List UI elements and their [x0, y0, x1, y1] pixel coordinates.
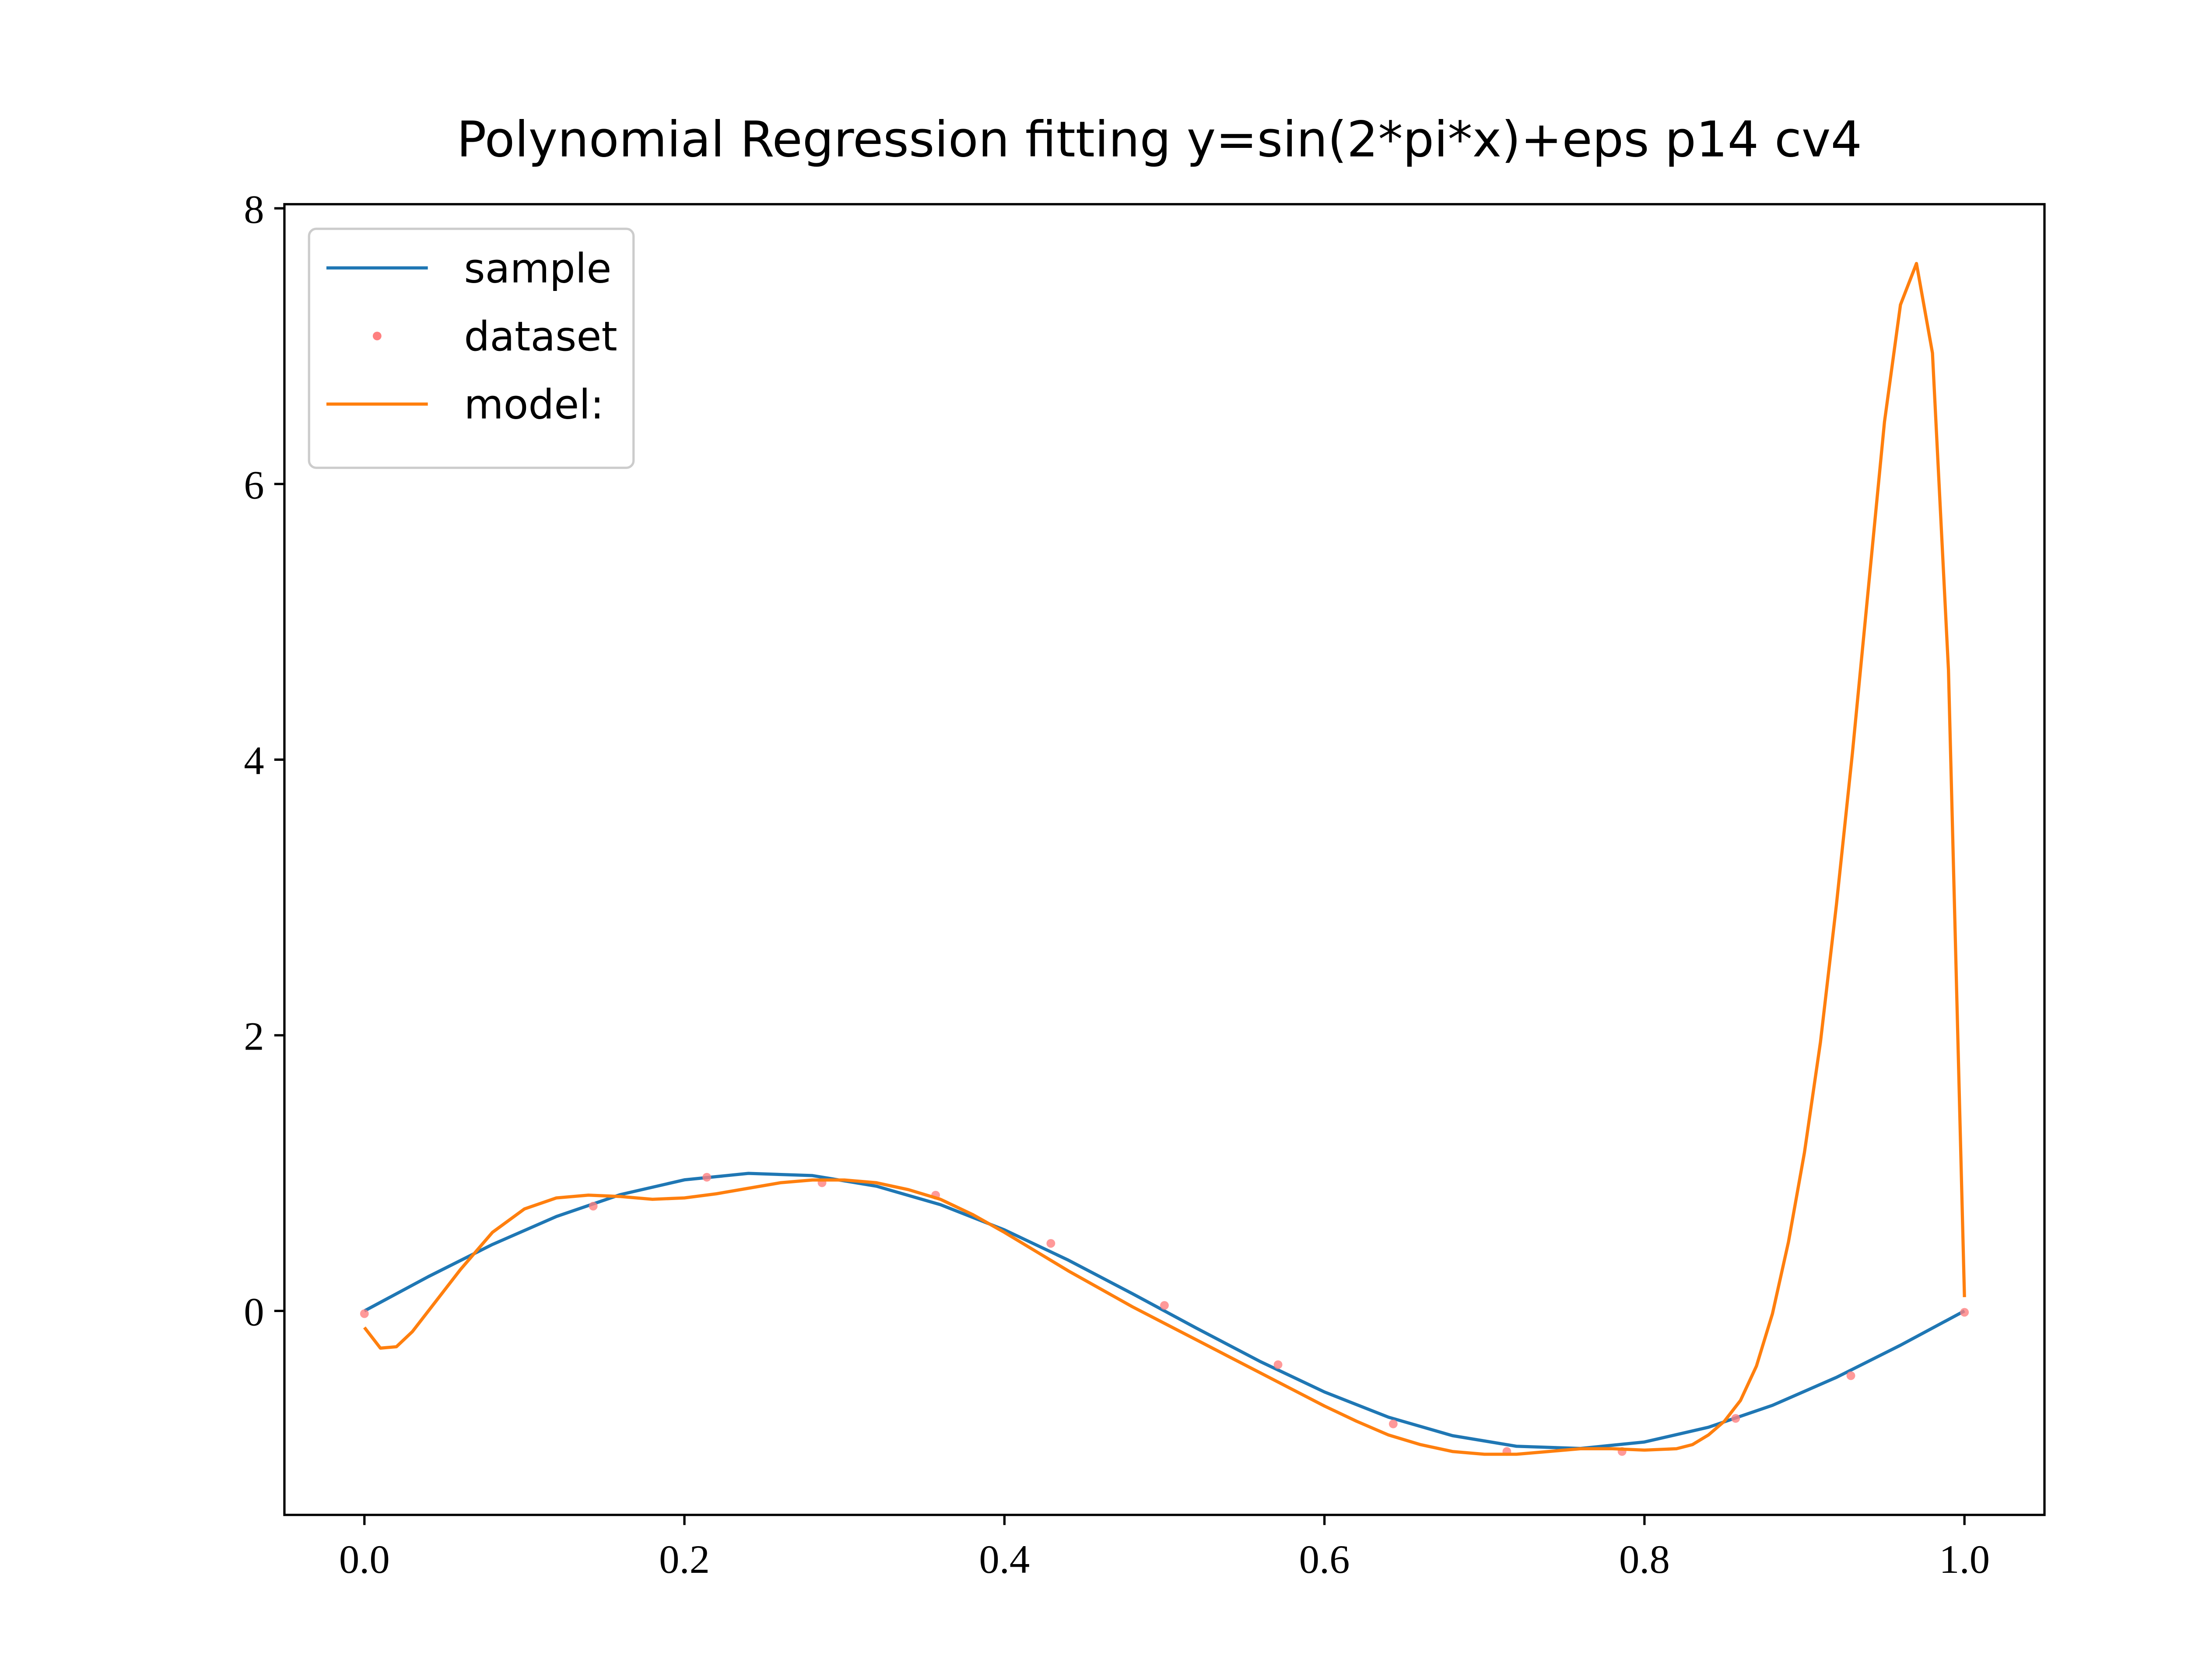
y-tick-label: 0 [244, 1289, 264, 1334]
chart-title: Polynomial Regression fitting y=sin(2*pi… [457, 111, 1862, 168]
y-tick-label: 2 [244, 1014, 264, 1059]
plot-frame [283, 203, 2046, 1516]
data-point [1160, 1301, 1169, 1310]
x-tick-label: 0.0 [339, 1537, 390, 1582]
data-point [702, 1172, 712, 1182]
data-point [1846, 1371, 1855, 1380]
legend-label: sample [464, 245, 611, 292]
y-tick-label: 6 [244, 462, 264, 508]
data-point [1273, 1360, 1283, 1369]
data-point [589, 1202, 598, 1211]
series-line [364, 1172, 1965, 1450]
data-point [1960, 1308, 1969, 1317]
data-point [360, 1309, 369, 1318]
legend-label: model: [464, 381, 604, 428]
x-tick-label: 0.2 [659, 1537, 710, 1582]
y-tick-label: 4 [244, 738, 264, 783]
x-tick-label: 0.6 [1299, 1537, 1350, 1582]
series-line [363, 262, 1966, 1456]
x-tick-label: 0.4 [979, 1537, 1030, 1582]
data-point [1046, 1239, 1055, 1248]
x-tick-label: 0.8 [1619, 1537, 1670, 1582]
legend-label: dataset [464, 313, 617, 360]
data-point [1731, 1414, 1740, 1423]
x-tick-label: 1.0 [1939, 1537, 1990, 1582]
y-tick-label: 8 [244, 187, 264, 232]
legend-box [308, 228, 635, 469]
legend-marker [372, 332, 382, 340]
data-point [1389, 1419, 1398, 1428]
